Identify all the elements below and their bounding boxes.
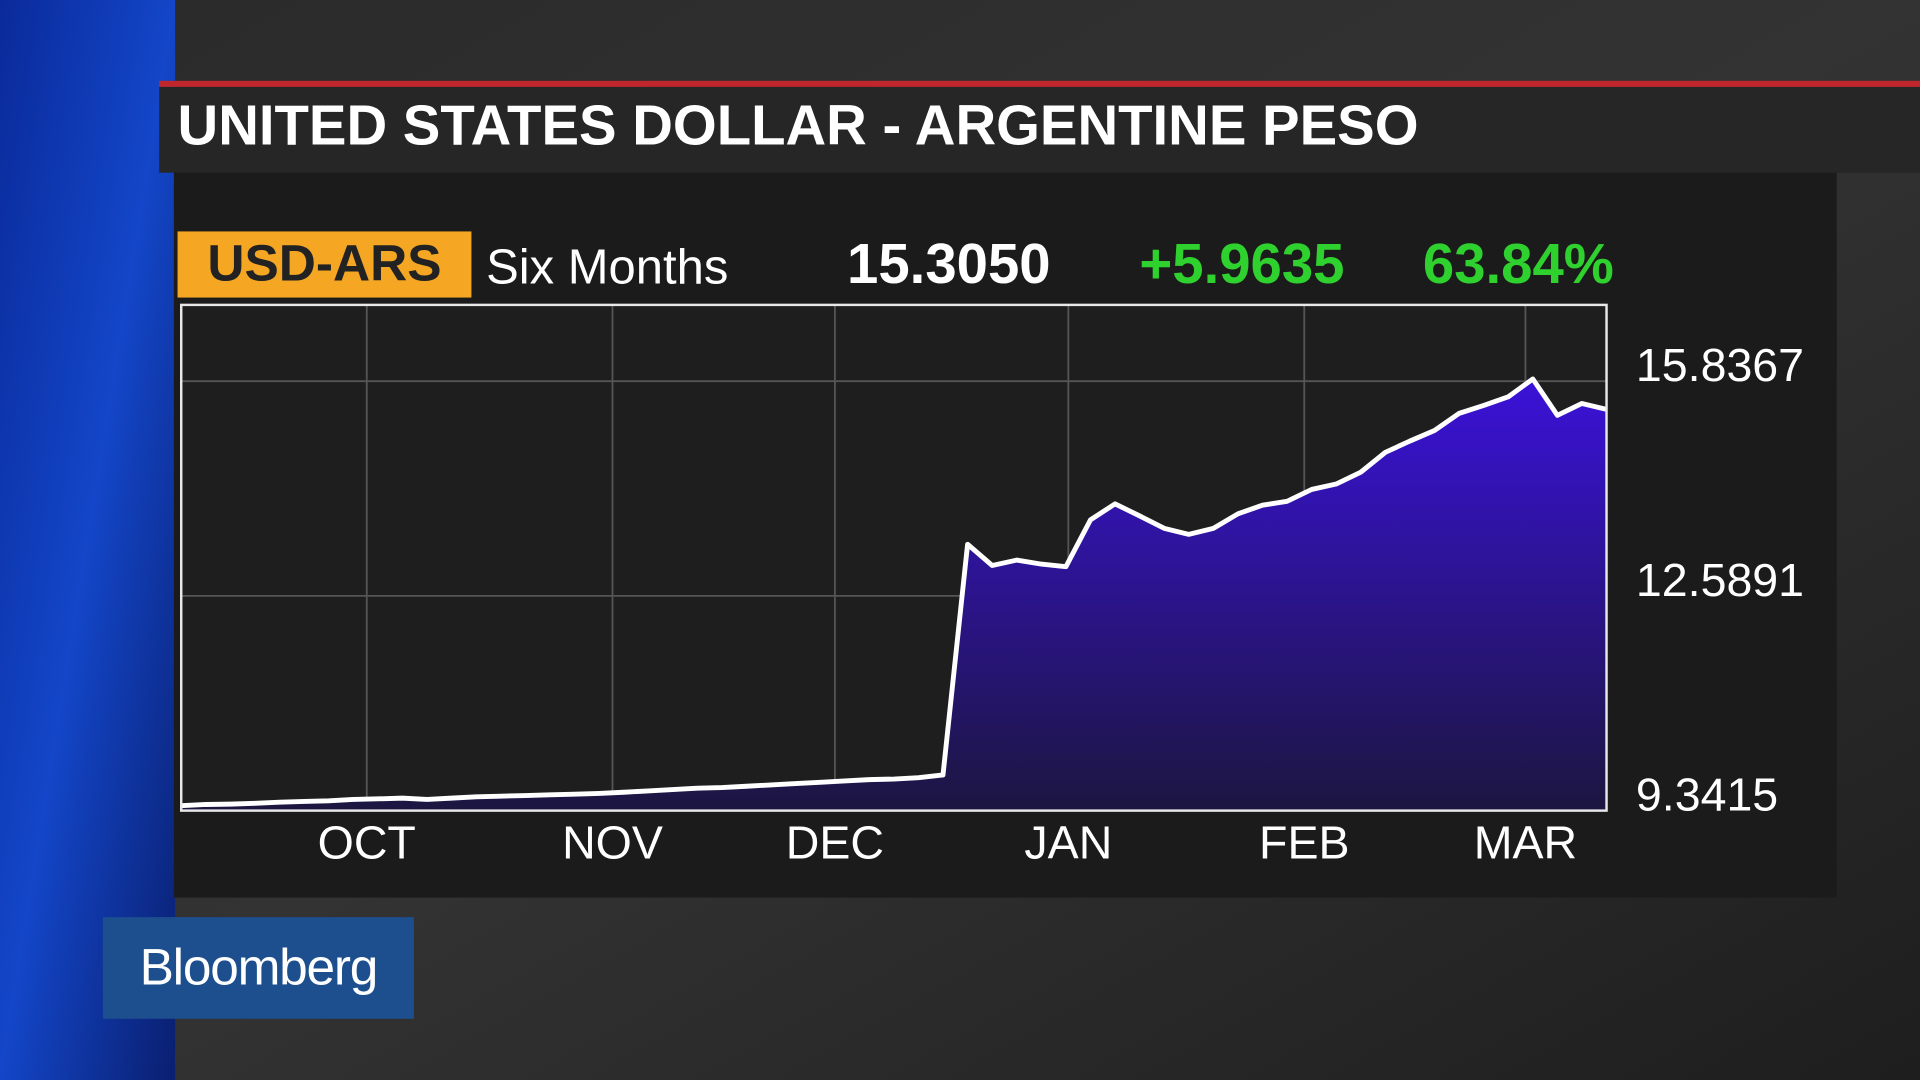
last-price: 15.3050 <box>847 232 1051 295</box>
ticker-box <box>177 231 472 298</box>
y-tick-label: 15.8367 <box>1636 339 1804 391</box>
chart-title: UNITED STATES DOLLAR - ARGENTINE PESO <box>178 94 1419 157</box>
ticker: USD-ARS <box>207 234 441 292</box>
red-rule <box>159 80 1920 87</box>
x-tick-label: MAR <box>1474 816 1577 868</box>
y-tick-label: 9.3415 <box>1636 769 1778 821</box>
x-tick-label: DEC <box>786 816 884 868</box>
title-bar <box>159 86 1920 173</box>
x-tick-label: JAN <box>1024 816 1112 868</box>
net-change: +5.9635 <box>1139 232 1344 295</box>
side-band <box>0 0 176 1080</box>
y-tick-label: 12.5891 <box>1636 554 1804 606</box>
brand: Bloomberg <box>140 938 378 996</box>
x-tick-label: OCT <box>318 816 416 868</box>
x-tick-label: NOV <box>562 816 663 868</box>
price-line <box>181 376 1608 809</box>
brand-box <box>102 917 414 1019</box>
x-tick-label: FEB <box>1259 816 1349 868</box>
period: Six Months <box>486 241 728 295</box>
pct-change: 63.84% <box>1423 232 1614 295</box>
area-fill <box>181 378 1607 811</box>
plot-border <box>180 303 1608 812</box>
